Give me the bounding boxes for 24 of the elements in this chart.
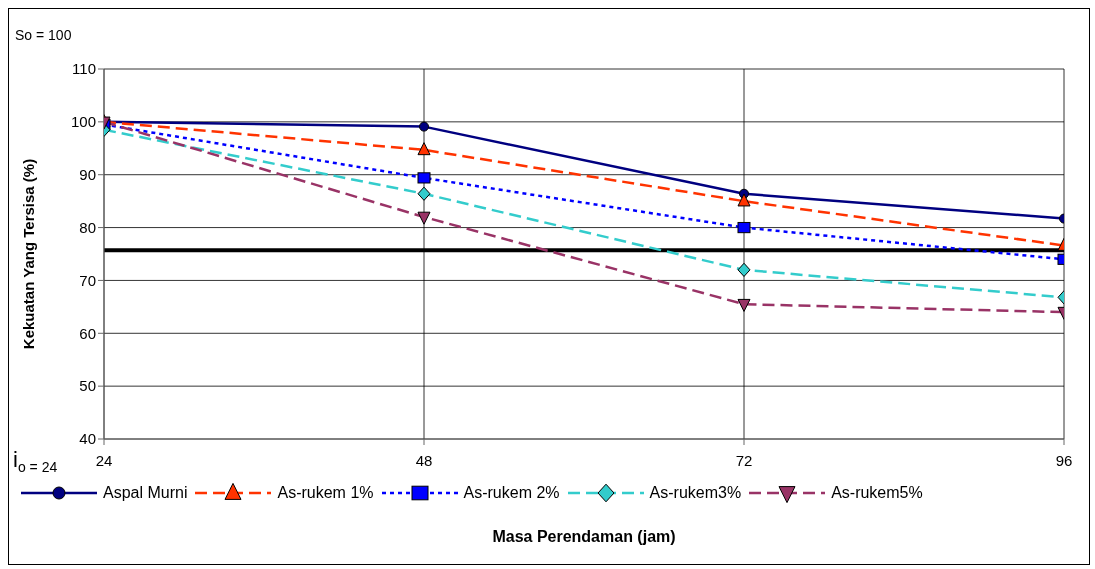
point	[737, 193, 751, 207]
legend-label: As-rukem3%	[649, 484, 742, 502]
legend-label: Aspal Murni	[103, 484, 188, 502]
x-tick-label: 24	[95, 451, 113, 469]
legend-label: As-rukem 2%	[463, 484, 560, 502]
x-tick-label: 96	[1055, 451, 1073, 469]
y-tick-label: 80	[79, 218, 96, 236]
x-tick-label: 72	[735, 451, 753, 469]
x-axis-title: Masa Perendaman (jam)	[492, 528, 676, 545]
y-tick-label: 40	[79, 430, 96, 448]
y-tick-label: 50	[79, 377, 96, 395]
point	[419, 121, 429, 132]
y-tick-label: 90	[79, 166, 96, 184]
y-tick-label: 100	[70, 113, 96, 131]
legend-label: As-rukem5%	[831, 484, 923, 502]
point	[417, 142, 431, 156]
text: i$_{o = 24}$	[13, 447, 58, 476]
y-tick-label: 110	[72, 60, 96, 78]
text: So = 100	[15, 27, 72, 43]
y-axis-title: Kekuatan Yang Tersisa (%)	[20, 158, 38, 350]
y-tick-label: 60	[79, 324, 96, 342]
legend-label: As-rukem 1%	[277, 484, 374, 502]
y-tick-label: 70	[79, 271, 96, 289]
x-tick-label: 48	[415, 451, 433, 469]
